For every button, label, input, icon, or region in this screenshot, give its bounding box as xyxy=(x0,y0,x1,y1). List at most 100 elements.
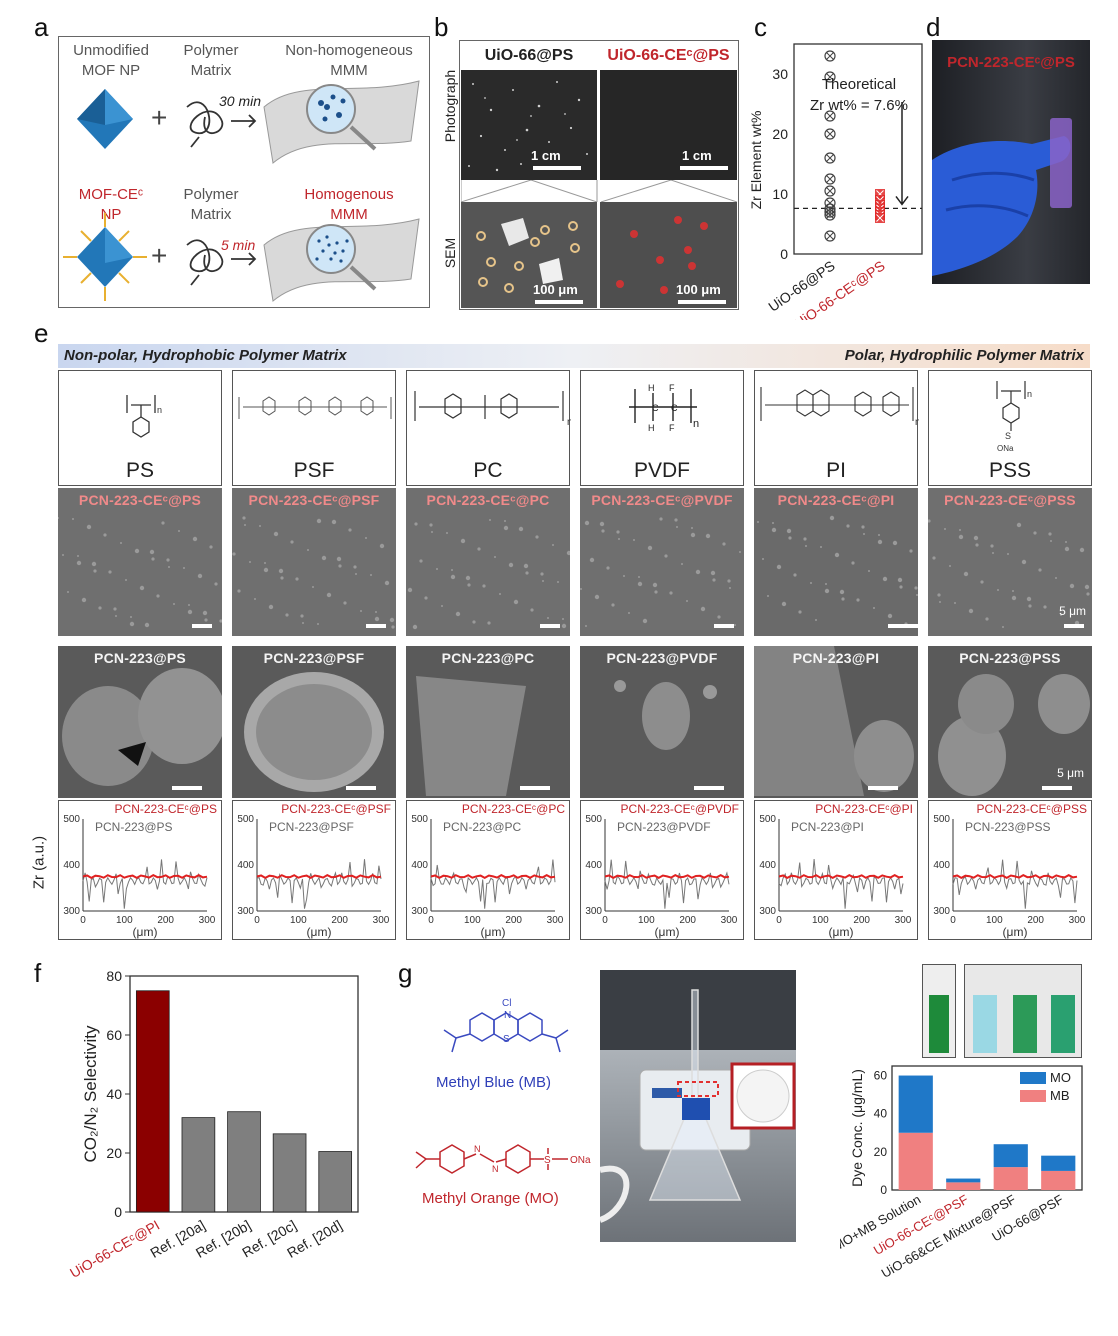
scatter-point xyxy=(824,110,836,122)
sem-scalebar-bottom xyxy=(868,786,898,790)
x-axis-label: (μm) xyxy=(829,925,854,939)
panel-letter-a: a xyxy=(34,12,49,42)
y-tick-label: 500 xyxy=(63,814,80,825)
g-bar-mb xyxy=(1041,1170,1076,1190)
polymer-name: PI xyxy=(826,459,846,482)
svg-text:n: n xyxy=(1027,389,1032,399)
f-bar xyxy=(135,990,170,1213)
legend-ce: PCN-223-CEᶜ@PC xyxy=(462,802,565,816)
legend-bare: PCN-223@PI xyxy=(791,820,864,834)
f-bar xyxy=(181,1117,216,1213)
scatter-point xyxy=(824,173,836,185)
polymer-name: PVDF xyxy=(633,459,690,482)
mo-molecule-drawing: S ONa N N xyxy=(415,1144,591,1174)
f-y-tick: 60 xyxy=(106,1027,122,1043)
zoom-lines xyxy=(461,180,737,202)
y-tick-label: 400 xyxy=(759,860,776,871)
arrow-icon xyxy=(231,114,257,128)
panel-letter-d: d xyxy=(926,12,941,42)
line-profile-plot: 300 400 500 0 100 200 300 (μm) PCN-223-CEᶜ@PS PCN… xyxy=(63,802,217,939)
svg-text:+: + xyxy=(151,102,167,133)
x-tick-label: 0 xyxy=(428,915,434,926)
unmodified-mof-label: Unmodified MOF NP xyxy=(73,42,149,79)
sem-ce-pss: PCN-223-CEᶜ@PSS 5 μm xyxy=(928,488,1092,636)
sem-ce-pi: PCN-223-CEᶜ@PI xyxy=(754,488,918,636)
x-tick-label: 300 xyxy=(373,915,390,926)
speckle-pattern xyxy=(468,81,588,172)
x-tick-label: 100 xyxy=(290,915,307,926)
theoretical-annotation: Theoretical Zr wt% = 7.6% xyxy=(810,76,908,114)
c-ylabel: Zr Element wt% xyxy=(748,110,764,210)
sem-scalebar-bottom xyxy=(172,786,202,790)
f-y-tick: 0 xyxy=(114,1204,122,1220)
legend-ce: PCN-223-CEᶜ@PI xyxy=(815,802,913,816)
svg-text:+: + xyxy=(151,240,167,271)
mb-molecule-drawing: Cl N S xyxy=(443,998,569,1053)
g-bar-mo xyxy=(993,1144,1028,1168)
sem-bare-label: PCN-223@PC xyxy=(441,650,535,666)
scatter-point xyxy=(824,128,836,140)
ce-profile-line xyxy=(256,873,382,880)
x-tick-label: 100 xyxy=(986,915,1003,926)
svg-text:n: n xyxy=(915,417,919,428)
svg-text:S: S xyxy=(1005,431,1011,441)
g-y-tick: 40 xyxy=(874,1107,888,1121)
g-y-tick: 0 xyxy=(880,1183,887,1197)
g-legend-swatch xyxy=(1020,1090,1046,1102)
sem-scalebar xyxy=(888,624,918,628)
svg-text:N: N xyxy=(474,1144,481,1154)
x-tick-label: 100 xyxy=(116,915,133,926)
g-bar-mb xyxy=(946,1182,981,1190)
x-tick-label: 0 xyxy=(602,915,608,926)
y-tick-label: 500 xyxy=(585,814,602,825)
structure-drawing: H F H F C C n xyxy=(629,383,699,433)
sem-bare-label: PCN-223@PVDF xyxy=(606,650,718,666)
g-y-axis-label: Dye Conc. (μg/mL) xyxy=(849,1069,865,1187)
y-tick-label: 300 xyxy=(933,906,950,917)
panel-letter-e: e xyxy=(34,318,49,348)
sem-scale-left: 100 μm xyxy=(533,282,578,297)
sem-texture xyxy=(928,519,1090,628)
line-profile-pc: 300 400 500 0 100 200 300 (μm) PCN-223-CEᶜ@PC PCN… xyxy=(406,800,570,940)
panel-letter-c: c xyxy=(754,12,767,42)
ce-profile-line xyxy=(430,873,556,880)
polymer-name: PS xyxy=(125,459,154,482)
sem-scalebar xyxy=(366,624,386,628)
polymer-structure-ps: n PS xyxy=(58,370,222,486)
f-y-axis-label: CO₂/N₂ Selectivity xyxy=(81,1025,100,1162)
sem-ce-label: PCN-223-CEᶜ@PI xyxy=(777,492,895,508)
sem-ce-label: PCN-223-CEᶜ@PSS xyxy=(944,492,1076,508)
svg-text:F: F xyxy=(669,423,675,433)
scatter-point xyxy=(824,50,836,62)
sem-particles-right xyxy=(616,216,708,294)
svg-text:N: N xyxy=(504,1010,511,1021)
uio66-ps-sem: 100 μm xyxy=(461,202,597,308)
svg-text:C: C xyxy=(671,403,678,413)
polymer-structure-pi: n PI xyxy=(754,370,919,486)
line-profile-plot: 300 400 500 0 100 200 300 (μm) PCN-223-CEᶜ@PC PCN… xyxy=(411,802,565,939)
sem-scalebar-right xyxy=(678,300,726,304)
bare-profile-line xyxy=(82,859,208,909)
ce-profile-line xyxy=(952,873,1078,880)
legend-bare: PCN-223@PSS xyxy=(965,820,1051,834)
sem-scalebar xyxy=(1064,624,1084,628)
sem-ce-label: PCN-223-CEᶜ@PC xyxy=(426,492,550,508)
y-tick-label: 300 xyxy=(237,906,254,917)
mof-np-octahedron-icon xyxy=(77,89,133,149)
sem-texture xyxy=(232,516,395,629)
sem-scalebar-left xyxy=(535,300,583,304)
arrow-icon-2 xyxy=(231,252,257,266)
mo-label: Methyl Orange (MO) xyxy=(422,1190,559,1207)
filtration-photo xyxy=(600,970,796,1242)
e-ylabel: Zr (a.u.) xyxy=(30,835,48,890)
x-tick-label: 300 xyxy=(895,915,912,926)
sem-aggregates xyxy=(416,676,526,796)
structure-drawing: S ONa n xyxy=(996,381,1032,451)
scatter-point xyxy=(824,152,836,164)
f-y-tick: 40 xyxy=(106,1086,122,1102)
x-tick-label: 0 xyxy=(776,915,782,926)
sem-row-label: SEM xyxy=(442,237,458,269)
f-y-tick: 80 xyxy=(106,968,122,984)
